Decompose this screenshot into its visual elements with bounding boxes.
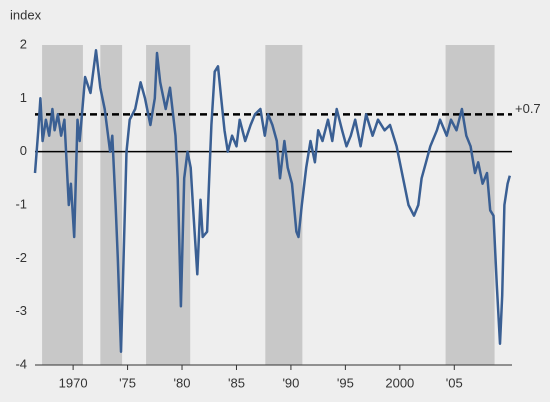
y-tick-label: 1 (20, 90, 27, 105)
y-tick-label: -2 (15, 250, 27, 265)
y-tick-label: -1 (15, 196, 27, 211)
recession-shade (42, 45, 83, 365)
reference-label: +0.7 (515, 101, 541, 116)
y-tick-label: -3 (15, 303, 27, 318)
recession-shade (265, 45, 303, 365)
x-tick-label: '75 (119, 375, 136, 390)
y-tick-label: 0 (20, 143, 27, 158)
x-tick-label: 2000 (385, 375, 414, 390)
x-tick-label: 1970 (59, 375, 88, 390)
y-axis-label: index (10, 7, 42, 22)
y-tick-label: 2 (20, 36, 27, 51)
y-tick-label: -4 (15, 356, 27, 371)
x-tick-label: '05 (446, 375, 463, 390)
x-tick-label: '90 (282, 375, 299, 390)
x-tick-label: '80 (174, 375, 191, 390)
x-tick-label: '85 (228, 375, 245, 390)
series-line (33, 49, 512, 353)
x-tick-label: '95 (337, 375, 354, 390)
recession-shade (445, 45, 495, 365)
